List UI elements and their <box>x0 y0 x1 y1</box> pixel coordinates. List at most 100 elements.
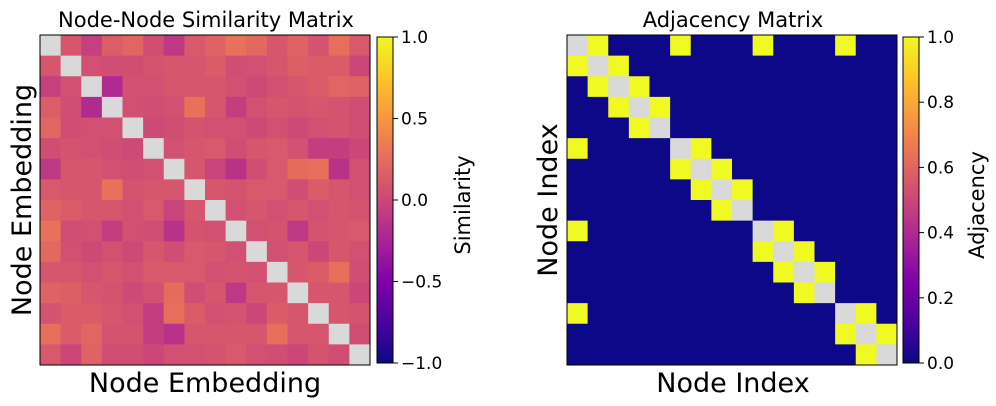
adjacency-cell <box>793 200 815 222</box>
adjacency-cell <box>628 323 650 345</box>
adjacency-cell <box>752 55 774 77</box>
similarity-cell <box>40 282 62 304</box>
adjacency-colorbar <box>902 36 920 364</box>
similarity-cell <box>205 76 227 98</box>
similarity-cell <box>101 76 123 98</box>
similarity-cell <box>266 96 288 118</box>
adjacency-cell <box>835 261 857 283</box>
adjacency-cell <box>855 138 877 160</box>
similarity-cell <box>143 241 165 263</box>
adjacency-cell <box>690 261 712 283</box>
similarity-cell <box>184 117 206 139</box>
adjacency-cell <box>793 96 815 118</box>
adjacency-cell <box>732 117 754 139</box>
similarity-cell <box>328 158 350 180</box>
similarity-cell <box>328 179 350 201</box>
similarity-cell <box>225 138 247 160</box>
similarity-cell <box>266 200 288 222</box>
similarity-cell <box>349 200 371 222</box>
similarity-cell <box>184 55 206 77</box>
adjacency-cell <box>876 282 898 304</box>
similarity-cell <box>246 220 268 242</box>
similarity-cell <box>287 344 309 366</box>
similarity-cell <box>143 323 165 345</box>
similarity-cell <box>60 55 82 77</box>
adjacency-cell <box>732 261 754 283</box>
similarity-cell <box>143 282 165 304</box>
similarity-cell <box>349 179 371 201</box>
adjacency-cell <box>855 220 877 242</box>
adjacency-cell <box>855 303 877 325</box>
similarity-cell <box>81 303 103 325</box>
similarity-cell <box>101 220 123 242</box>
adjacency-cell <box>793 323 815 345</box>
adjacency-cell <box>814 158 836 180</box>
adjacency-cell <box>567 344 589 366</box>
similarity-cell <box>287 138 309 160</box>
adjacency-cell <box>835 220 857 242</box>
adjacency-colorbar-tick-label: 0.2 <box>927 289 954 309</box>
similarity-cell <box>308 323 330 345</box>
adjacency-colorbar-tick-label: 0.0 <box>927 354 954 374</box>
similarity-cell <box>184 138 206 160</box>
similarity-cell <box>60 303 82 325</box>
adjacency-cell <box>608 261 630 283</box>
adjacency-cell <box>628 241 650 263</box>
similarity-cell <box>143 303 165 325</box>
similarity-cell <box>246 138 268 160</box>
adjacency-cell <box>855 158 877 180</box>
adjacency-cell <box>732 55 754 77</box>
adjacency-cell <box>711 55 733 77</box>
adjacency-cell <box>608 76 630 98</box>
adjacency-cell <box>773 303 795 325</box>
similarity-cell <box>246 200 268 222</box>
adjacency-cell <box>732 241 754 263</box>
adjacency-cell <box>567 35 589 57</box>
adjacency-cell <box>567 261 589 283</box>
similarity-cell <box>328 76 350 98</box>
similarity-cell <box>81 220 103 242</box>
adjacency-cell <box>814 220 836 242</box>
adjacency-cell <box>814 323 836 345</box>
adjacency-cell <box>649 35 671 57</box>
adjacency-cell <box>732 344 754 366</box>
similarity-cell <box>184 261 206 283</box>
adjacency-cell <box>773 35 795 57</box>
similarity-cell <box>101 158 123 180</box>
similarity-cell <box>328 117 350 139</box>
adjacency-cell <box>773 261 795 283</box>
similarity-cell <box>328 200 350 222</box>
similarity-cell <box>40 76 62 98</box>
similarity-cell <box>205 117 227 139</box>
adjacency-cell <box>711 323 733 345</box>
adjacency-cell <box>711 200 733 222</box>
similarity-cell <box>60 323 82 345</box>
adjacency-colorbar-tick-label: 0.8 <box>927 93 954 113</box>
similarity-cell <box>122 117 144 139</box>
similarity-cell <box>205 282 227 304</box>
similarity-cell <box>60 220 82 242</box>
similarity-cell <box>266 179 288 201</box>
adjacency-cell <box>690 200 712 222</box>
adjacency-cell <box>732 158 754 180</box>
similarity-cell <box>40 55 62 77</box>
similarity-cell <box>163 303 185 325</box>
adjacency-cell <box>835 138 857 160</box>
similarity-cell <box>287 282 309 304</box>
adjacency-cell <box>814 179 836 201</box>
similarity-cell <box>328 261 350 283</box>
adjacency-colorbar-tick-label: 0.6 <box>927 158 954 178</box>
adjacency-cell <box>567 179 589 201</box>
similarity-cell <box>122 76 144 98</box>
similarity-cell <box>143 138 165 160</box>
adjacency-cell <box>690 220 712 242</box>
similarity-cell <box>287 220 309 242</box>
adjacency-cell <box>608 96 630 118</box>
similarity-cell <box>40 96 62 118</box>
similarity-cell <box>349 241 371 263</box>
similarity-cell <box>308 220 330 242</box>
adjacency-cell <box>670 96 692 118</box>
adjacency-cell <box>835 96 857 118</box>
adjacency-cell <box>567 76 589 98</box>
similarity-cell <box>308 261 330 283</box>
